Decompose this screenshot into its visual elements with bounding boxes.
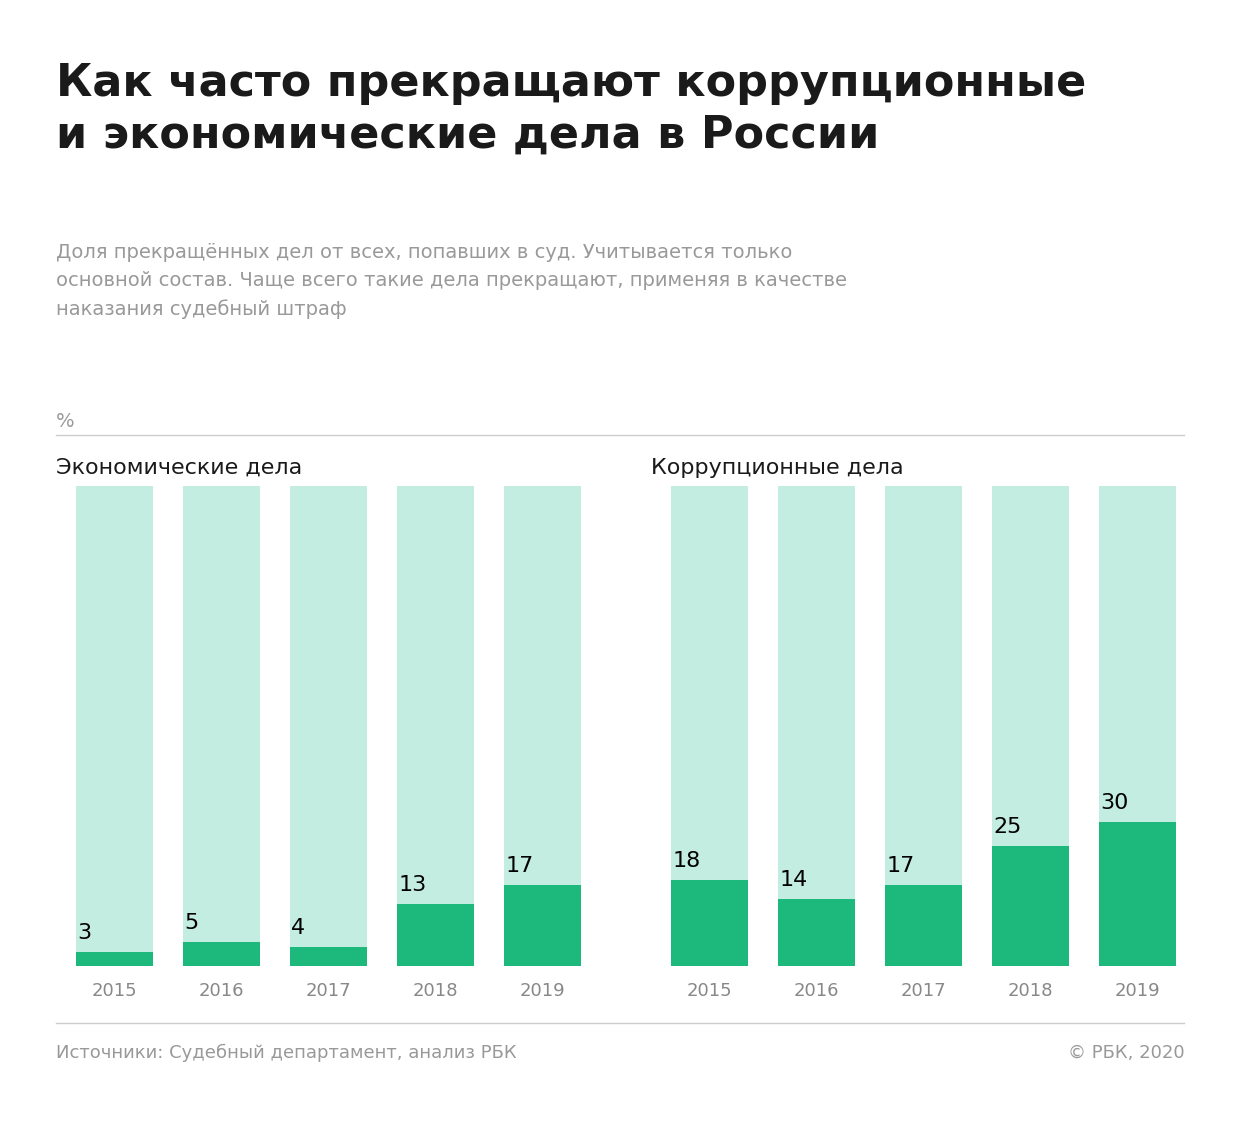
Text: 4: 4 — [291, 919, 305, 938]
Bar — [885, 885, 962, 966]
Bar — [1099, 486, 1177, 966]
Text: Экономические дела: Экономические дела — [56, 458, 303, 478]
Text: 18: 18 — [672, 851, 701, 871]
Text: 5: 5 — [185, 913, 198, 933]
Bar — [671, 486, 749, 966]
Text: © РБК, 2020: © РБК, 2020 — [1068, 1044, 1184, 1062]
Bar — [992, 486, 1069, 966]
Bar — [503, 486, 582, 966]
Text: 17: 17 — [505, 855, 533, 876]
Bar — [290, 947, 367, 966]
Text: Источники: Судебный департамент, анализ РБК: Источники: Судебный департамент, анализ … — [56, 1044, 516, 1062]
Bar — [779, 486, 856, 966]
Text: 13: 13 — [398, 875, 427, 895]
Text: Коррупционные дела: Коррупционные дела — [651, 458, 904, 478]
Text: 3: 3 — [77, 923, 92, 944]
Bar — [290, 486, 367, 966]
Text: 17: 17 — [887, 855, 915, 876]
Bar — [503, 885, 582, 966]
Bar — [184, 942, 260, 966]
Text: 25: 25 — [993, 817, 1022, 837]
Bar — [671, 879, 749, 966]
Text: 14: 14 — [780, 870, 807, 890]
Bar — [397, 904, 474, 966]
Bar — [992, 846, 1069, 966]
Bar — [397, 486, 474, 966]
Bar — [1099, 823, 1177, 966]
Text: Доля прекращённых дел от всех, попавших в суд. Учитывается только
основной соста: Доля прекращённых дел от всех, попавших … — [56, 243, 847, 319]
Text: Как часто прекращают коррупционные
и экономические дела в России: Как часто прекращают коррупционные и эко… — [56, 62, 1086, 157]
Bar — [76, 951, 154, 966]
Text: %: % — [56, 412, 74, 432]
Bar — [76, 486, 154, 966]
Text: 30: 30 — [1100, 793, 1128, 814]
Bar — [184, 486, 260, 966]
Bar — [885, 486, 962, 966]
Bar — [779, 899, 856, 966]
